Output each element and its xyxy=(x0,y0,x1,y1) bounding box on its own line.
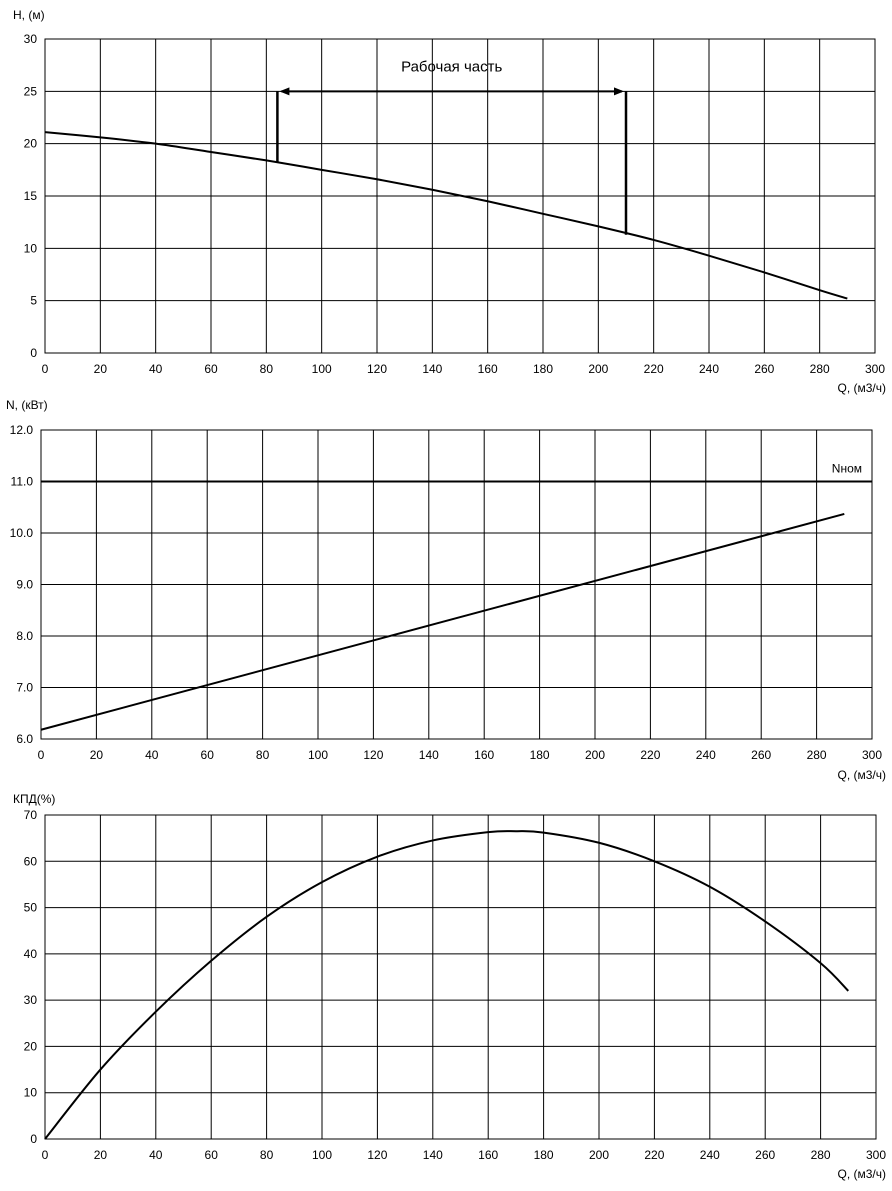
head-y-tick-label: 0 xyxy=(30,346,37,360)
power-x-tick-label: 300 xyxy=(862,748,882,762)
power-y-tick-label: 9.0 xyxy=(16,578,33,592)
efficiency-y-tick-label: 50 xyxy=(24,901,38,915)
efficiency-chart: 0 20 40 60 80 100 120 140 160 180 200 220 240 260 280 3… xyxy=(13,792,886,1181)
head-y-tick-label: 20 xyxy=(24,137,38,151)
efficiency-y-tick-label: 60 xyxy=(24,854,38,868)
power-x-tick-label: 20 xyxy=(90,748,104,762)
power-x-tick-label: 280 xyxy=(807,748,827,762)
head-y-tick-label: 30 xyxy=(24,32,38,46)
power-x-tick-label: 140 xyxy=(419,748,439,762)
power-y-tick-label: 6.0 xyxy=(16,732,33,746)
power-series-line xyxy=(40,512,845,731)
power-x-tick-label: 240 xyxy=(696,748,716,762)
nominal-power-label: Nном xyxy=(832,462,862,476)
power-x-tick-label: 40 xyxy=(145,748,159,762)
arrow-right-icon xyxy=(614,87,624,96)
power-x-tick-label: 220 xyxy=(640,748,660,762)
efficiency-x-tick-label: 180 xyxy=(534,1148,554,1162)
efficiency-x-tick-label: 280 xyxy=(811,1148,831,1162)
efficiency-x-tick-label: 300 xyxy=(866,1148,886,1162)
working-range-label: Рабочая часть xyxy=(401,58,502,75)
efficiency-x-tick-label: 220 xyxy=(644,1148,664,1162)
efficiency-y-tick-label: 70 xyxy=(24,808,38,822)
head-x-tick-label: 220 xyxy=(644,362,664,376)
head-x-tick-label: 300 xyxy=(865,362,885,376)
power-x-tick-label: 260 xyxy=(751,748,771,762)
efficiency-x-tick-label: 80 xyxy=(260,1148,274,1162)
power-y-tick-label: 8.0 xyxy=(16,629,33,643)
efficiency-x-tick-label: 200 xyxy=(589,1148,609,1162)
arrow-left-icon xyxy=(279,87,290,96)
power-x-tick-label: 100 xyxy=(308,748,328,762)
efficiency-y-tick-label: 0 xyxy=(30,1132,37,1146)
head-plot-frame xyxy=(44,38,876,354)
efficiency-x-tick-label: 160 xyxy=(478,1148,498,1162)
power-y-tick-label: 11.0 xyxy=(11,475,34,489)
efficiency-y-tick-label: 40 xyxy=(24,947,38,961)
head-x-tick-label: 140 xyxy=(422,362,442,376)
efficiency-x-tick-label: 260 xyxy=(755,1148,775,1162)
head-x-tick-label: 20 xyxy=(94,362,108,376)
efficiency-x-tick-label: 0 xyxy=(42,1148,49,1162)
efficiency-y-tick-label: 20 xyxy=(24,1039,38,1053)
head-x-tick-label: 80 xyxy=(260,362,274,376)
efficiency-x-tick-label: 240 xyxy=(700,1148,720,1162)
power-y-tick-label: 7.0 xyxy=(16,681,33,695)
efficiency-x-tick-label: 20 xyxy=(94,1148,108,1162)
efficiency-y-tick-label: 10 xyxy=(24,1086,38,1100)
power-x-tick-label: 200 xyxy=(585,748,605,762)
efficiency-y-axis-label: КПД(%) xyxy=(13,792,55,806)
head-x-tick-label: 200 xyxy=(588,362,608,376)
power-x-tick-label: 60 xyxy=(201,748,215,762)
head-x-tick-label: 120 xyxy=(367,362,387,376)
head-x-tick-label: 240 xyxy=(699,362,719,376)
efficiency-x-tick-label: 140 xyxy=(423,1148,443,1162)
power-plot-frame xyxy=(40,429,873,740)
power-y-tick-label: 10.0 xyxy=(10,526,34,540)
power-y-axis-label: N, (кВт) xyxy=(6,398,48,412)
power-x-axis-label: Q, (м3/ч) xyxy=(837,768,886,782)
efficiency-x-tick-label: 60 xyxy=(205,1148,219,1162)
power-chart: 0 20 40 60 80 100 120 140 160 180 200 220 240 260 280 3… xyxy=(6,398,886,782)
efficiency-x-tick-label: 100 xyxy=(312,1148,332,1162)
head-x-axis-label: Q, (м3/ч) xyxy=(837,381,886,395)
head-y-tick-label: 25 xyxy=(24,84,38,98)
power-x-tick-label: 180 xyxy=(530,748,550,762)
head-x-tick-label: 160 xyxy=(478,362,498,376)
efficiency-series-line xyxy=(44,830,850,1140)
power-x-tick-label: 160 xyxy=(474,748,494,762)
head-x-tick-label: 60 xyxy=(204,362,218,376)
head-y-tick-label: 5 xyxy=(30,294,37,308)
head-x-tick-label: 280 xyxy=(810,362,830,376)
efficiency-y-tick-label: 30 xyxy=(24,993,38,1007)
head-chart: 0 20 40 60 80 100 120 140 160 180 200 220 240 260 280 3… xyxy=(13,8,886,395)
efficiency-x-tick-label: 120 xyxy=(367,1148,387,1162)
head-series-line xyxy=(44,131,848,300)
head-x-tick-label: 260 xyxy=(754,362,774,376)
head-y-tick-label: 10 xyxy=(24,241,38,255)
head-x-tick-label: 180 xyxy=(533,362,553,376)
power-x-tick-label: 120 xyxy=(363,748,383,762)
power-y-tick-label: 12.0 xyxy=(10,423,34,437)
power-x-tick-label: 80 xyxy=(256,748,270,762)
efficiency-plot-frame xyxy=(44,814,877,1140)
power-x-tick-label: 0 xyxy=(38,748,45,762)
efficiency-x-axis-label: Q, (м3/ч) xyxy=(837,1167,886,1181)
efficiency-x-tick-label: 40 xyxy=(149,1148,163,1162)
head-x-tick-label: 100 xyxy=(312,362,332,376)
head-y-axis-label: H, (м) xyxy=(13,8,45,22)
head-y-tick-label: 15 xyxy=(24,189,38,203)
head-x-tick-label: 0 xyxy=(42,362,49,376)
head-x-tick-label: 40 xyxy=(149,362,163,376)
